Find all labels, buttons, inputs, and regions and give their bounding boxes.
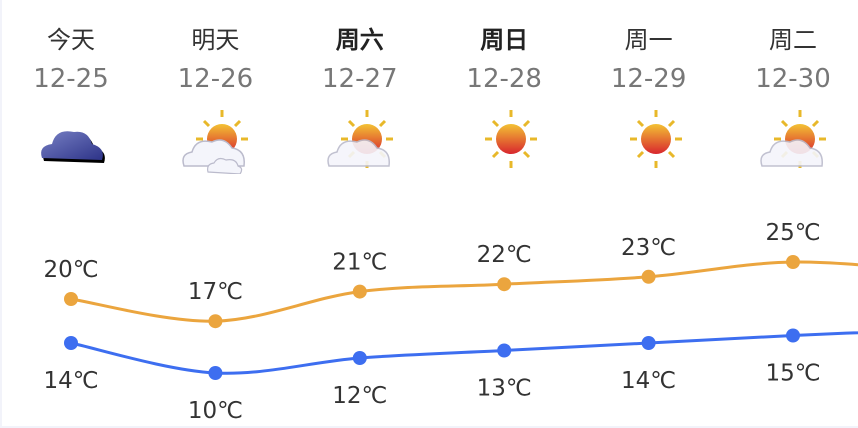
low-temp-label: 15℃ xyxy=(765,361,820,387)
day-label: 周一 xyxy=(624,26,673,54)
day-label: 明天 xyxy=(191,26,240,54)
partly-cloudy-icon xyxy=(182,110,249,174)
date-label: 12-29 xyxy=(610,64,687,94)
high-temp-point xyxy=(497,277,512,292)
sun-cloud-icon xyxy=(327,110,393,168)
cloudy-icon xyxy=(41,131,105,163)
day-label: 周二 xyxy=(769,26,817,54)
high-temp-point xyxy=(208,314,223,329)
date-label: 12-30 xyxy=(755,64,831,94)
low-temp-label: 14℃ xyxy=(43,368,98,394)
high-temp-point xyxy=(64,292,78,306)
day-label: 周日 xyxy=(480,26,529,54)
day-label: 周六 xyxy=(335,26,384,54)
date-label: 12-27 xyxy=(322,64,398,94)
low-temp-label: 10℃ xyxy=(188,398,243,424)
left-border xyxy=(0,0,2,428)
low-temp-point xyxy=(497,343,512,358)
low-temp-point xyxy=(641,336,656,350)
sunny-icon xyxy=(629,110,682,168)
high-temp-label: 17℃ xyxy=(188,279,243,305)
high-temp-label: 20℃ xyxy=(43,257,98,283)
bottom-border xyxy=(0,426,858,428)
low-temp-line xyxy=(70,331,858,375)
high-temp-point xyxy=(352,284,367,299)
low-temp-point xyxy=(786,328,800,343)
date-label: 12-26 xyxy=(177,64,254,94)
low-temp-point xyxy=(64,336,78,350)
high-temp-point xyxy=(641,269,656,284)
high-temp-label: 23℃ xyxy=(621,235,676,261)
low-temp-point xyxy=(352,351,367,365)
sun-cloud-icon xyxy=(760,110,826,168)
low-temp-label: 14℃ xyxy=(621,368,676,394)
high-temp-label: 25℃ xyxy=(765,220,820,246)
low-temp-label: 12℃ xyxy=(332,383,387,409)
low-temp-label: 13℃ xyxy=(477,376,532,402)
high-temp-label: 22℃ xyxy=(477,242,532,268)
day-label: 今天 xyxy=(47,26,95,54)
low-temp-point xyxy=(208,366,223,380)
date-label: 12-25 xyxy=(33,64,109,94)
sunny-icon xyxy=(485,110,538,168)
date-label: 12-28 xyxy=(466,64,542,94)
high-temp-point xyxy=(786,255,800,269)
high-temp-label: 21℃ xyxy=(332,250,387,276)
